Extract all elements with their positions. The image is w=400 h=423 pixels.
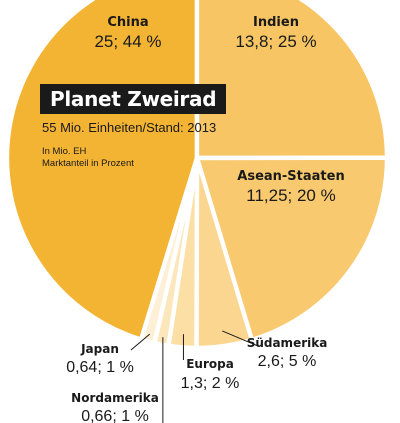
label-indien-name: Indien <box>253 15 299 30</box>
chart-title: Planet Zweirad <box>40 84 227 114</box>
label-europa-name: Europa <box>186 357 234 371</box>
leader-line-japan <box>130 333 151 351</box>
chart-note-share: Marktanteil in Prozent <box>42 158 134 169</box>
label-nordamerika-value: 0,66; 1 % <box>81 408 149 423</box>
label-asean-value: 11,25; 20 % <box>246 186 335 205</box>
label-china-name: China <box>107 15 148 30</box>
label-asean-name: Asean-Staaten <box>237 169 344 184</box>
label-china-value: 25; 44 % <box>94 32 161 51</box>
leader-line-suedamerika <box>222 330 259 347</box>
label-indien-value: 13,8; 25 % <box>235 32 316 51</box>
leader-lines <box>130 330 259 423</box>
slice-japan <box>138 155 200 346</box>
slice-asean-staaten <box>194 155 390 343</box>
label-europa-value: 1,3; 2 % <box>181 375 240 392</box>
label-japan-name: Japan <box>80 342 119 356</box>
label-nordamerika-name: Nordamerika <box>71 391 159 405</box>
chart-note-units: In Mio. EH <box>42 146 87 157</box>
label-suedamerika-name: Südamerika <box>247 336 328 350</box>
label-suedamerika-value: 2,6; 5 % <box>258 353 317 370</box>
label-japan-value: 0,64; 1 % <box>66 359 134 376</box>
chart-subtitle: 55 Mio. Einheiten/Stand: 2013 <box>42 120 217 135</box>
slice-indien <box>194 0 390 161</box>
